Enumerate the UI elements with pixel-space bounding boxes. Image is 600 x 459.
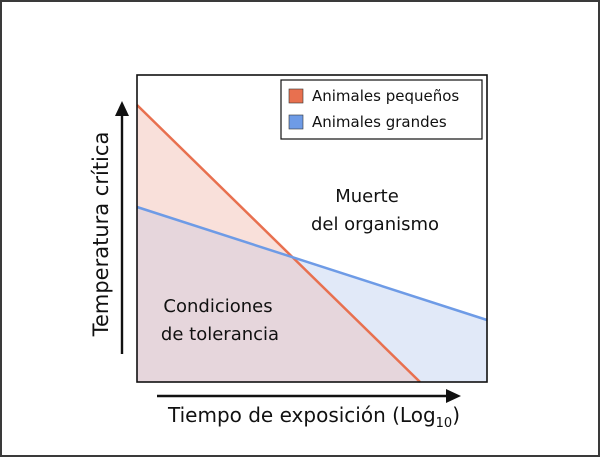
y-axis-label: Temperatura crítica <box>89 132 113 338</box>
tolerance-region-label-line2: de tolerancia <box>161 324 279 345</box>
x-axis-label-main: Tiempo de exposición (Log <box>167 403 436 427</box>
large-animals-tolerance-area <box>294 259 487 382</box>
plot-border <box>136 74 488 383</box>
legend: Animales pequeños Animales grandes <box>280 79 483 140</box>
x-axis-arrowhead <box>446 389 461 403</box>
x-axis-label-close: ) <box>452 403 460 427</box>
legend-swatch-large <box>288 114 304 130</box>
x-axis-label: Tiempo de exposición (Log10) <box>167 403 460 431</box>
small-animals-line <box>136 104 421 383</box>
overlap-tolerance-area <box>137 207 420 382</box>
y-axis-arrowhead <box>115 101 129 116</box>
death-region-label-line2: del organismo <box>311 214 439 235</box>
legend-swatch-small <box>288 88 304 104</box>
tolerance-region-label-line1: Condiciones <box>163 296 272 317</box>
death-region-label-line1: Muerte <box>335 186 399 207</box>
legend-label-large: Animales grandes <box>312 113 447 131</box>
large-animals-line <box>136 205 488 322</box>
x-axis-label-subscript: 10 <box>436 416 453 431</box>
legend-label-small: Animales pequeños <box>312 87 459 105</box>
